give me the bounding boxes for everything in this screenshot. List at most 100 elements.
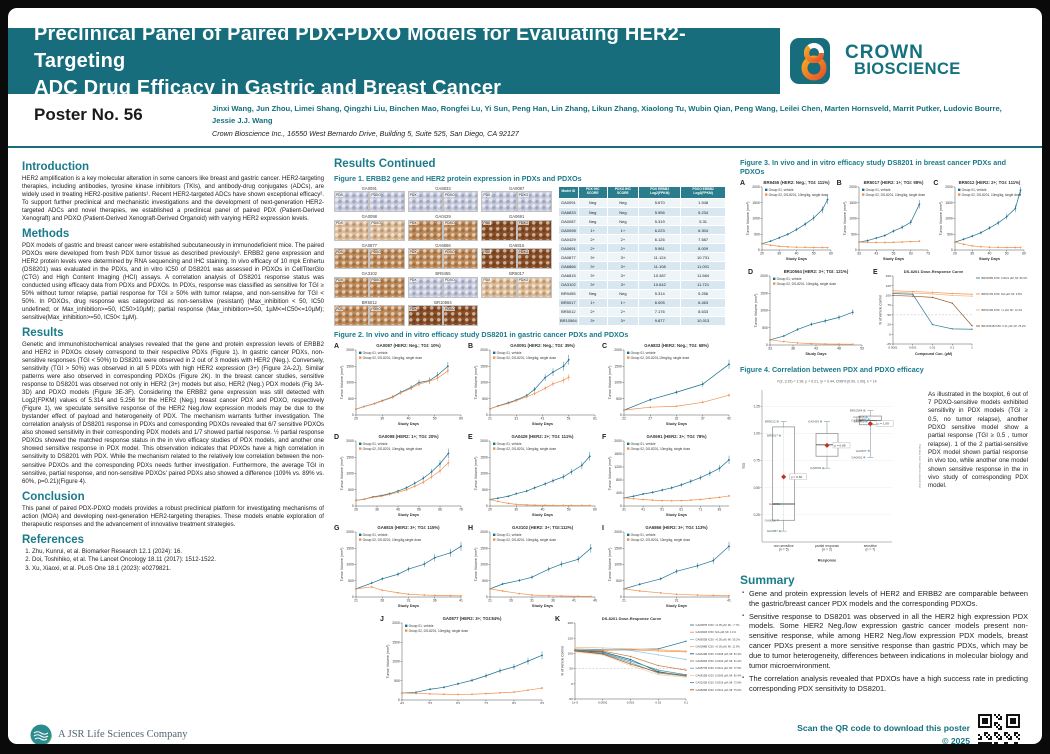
svg-text:61: 61 (593, 417, 597, 421)
table-cell: GA6833 (558, 206, 579, 218)
svg-text:GA6815B IC50: 0.0006 µM; MI: 8: GA6815B IC50: 0.0006 µM; MI: 82.4% (696, 673, 743, 677)
table-cell: 3+ (606, 279, 640, 290)
table-cell: 2+ (577, 243, 608, 254)
ihc-image-pair: PDX PDXO (407, 219, 479, 241)
table-cell: 6.126 (638, 234, 682, 245)
ihc-model-BR5012: BR5012 PDX PDXO (334, 300, 405, 327)
svg-text:2000: 2000 (849, 185, 857, 189)
svg-text:40: 40 (407, 417, 411, 421)
svg-text:Tumor Volume (mm³): Tumor Volume (mm³) (474, 366, 478, 400)
svg-text:Group 02, DS-8201, 10mg/kg, si: Group 02, DS-8201, 10mg/kg, single dose (409, 629, 469, 633)
svg-text:Study Days: Study Days (883, 256, 904, 261)
figure2-chart-g: G 0 500 1000 1500 2000 21 26 31 36 41 GA6815 (HER2:… (334, 524, 464, 613)
table-cell: Neg (606, 216, 640, 227)
svg-text:(n = 7): (n = 7) (865, 547, 875, 551)
svg-text:μ = 0.89: μ = 0.89 (834, 443, 846, 447)
ihc-image-pair: PDX PDXO (407, 191, 479, 213)
panel-letter: C (933, 179, 939, 187)
table-cell: BR9455 (558, 288, 579, 299)
ihc-image-pdxo: PDXO (369, 248, 405, 270)
svg-text:500: 500 (394, 679, 400, 683)
svg-text:500: 500 (947, 232, 953, 236)
table-cell: 3+ (606, 270, 640, 281)
svg-text:Group 02, DS-8201, 10mg/kg, si: Group 02, DS-8201, 10mg/kg, single dose (777, 281, 837, 285)
svg-text:Group 01, vehicle: Group 01, vehicle (962, 188, 987, 192)
growth-chart: 0 500 1000 1500 2000 22 27 32 37 42 GA6833 (HER2: … (607, 342, 732, 431)
table-header: PDX IHC SCORE (577, 185, 608, 199)
ihc-model-GA6833: GA6833 PDX PDXO (407, 185, 479, 213)
table-header: PDX ERBB2 Log2(FPKM) (638, 185, 682, 199)
copyright: © 2025 (942, 735, 970, 744)
svg-text:0.01: 0.01 (655, 700, 661, 703)
ihc-model-GA0087: GA0087 PDX PDXO (481, 186, 552, 213)
table-cell: 1+ (606, 225, 640, 236)
svg-text:BR5012: BR5012 (765, 419, 776, 423)
svg-text:BR5017 (HER2: 1+; TGI: 98%): BR5017 (HER2: 1+; TGI: 98%) (863, 179, 923, 184)
table-cell: 11.108 (638, 261, 682, 272)
svg-text:500: 500 (616, 579, 622, 583)
table-row: GA0691 2+ 2+ 5.961 8.009 (558, 243, 726, 254)
svg-text:25: 25 (887, 322, 891, 326)
table-cell: 5.256 (680, 288, 726, 299)
figure2-chart-c: C 0 500 1000 1500 2000 22 27 32 37 42 GA6833 (HER2:… (602, 342, 732, 431)
svg-text:1000: 1000 (480, 472, 488, 476)
table-cell: 5.234 (680, 206, 726, 218)
dose-response-chart: -25 0 25 50 75 100 125 150 0.0001 0.001 0.01 0.1 1 DS… (878, 268, 1036, 361)
svg-text:BR9455B IC50: 0.0021 µM; MI: 8: BR9455B IC50: 0.0021 µM; MI: 86.9% (982, 276, 1028, 280)
svg-text:60: 60 (1022, 251, 1026, 255)
ihc-model-GA3102: GA3102 PDX PDXO (334, 271, 405, 298)
svg-text:-25: -25 (886, 342, 891, 346)
table-cell: BR5017 (558, 297, 579, 308)
summary-list: Gene and protein expression levels of HE… (742, 589, 1028, 695)
ihc-image-pair: PDX PDXO (481, 191, 552, 213)
table-cell: 5.314 (638, 288, 682, 299)
svg-text:(n = 2): (n = 2) (822, 547, 832, 551)
svg-text:Group 02, DS-8201, 10mg/kg, si: Group 02, DS-8201, 10mg/kg, single dose (497, 447, 557, 451)
svg-text:Compound Con. (µM): Compound Con. (µM) (915, 352, 953, 356)
table-cell: 10.387 (638, 270, 682, 281)
svg-text:-50: -50 (568, 697, 573, 701)
table-cell: 5.319 (638, 216, 682, 227)
svg-text:GA6833 (HER2: Neg.; TGI: 68%): GA6833 (HER2: Neg.; TGI: 68%) (644, 343, 709, 348)
svg-text:BR10564B IC50: 0.31 µM; MI: 78: BR10564B IC50: 0.31 µM; MI: 78.2% (982, 324, 1027, 328)
svg-text:41: 41 (641, 508, 645, 512)
svg-text:GA0691B IC50: 0.0032 µM; MI: 6: GA0691B IC50: 0.0032 µM; MI: 61.4% (696, 659, 743, 663)
svg-text:50: 50 (887, 312, 891, 316)
ihc-model-label: GA0098 (361, 214, 378, 220)
svg-text:2000: 2000 (760, 274, 768, 278)
svg-text:1500: 1500 (480, 364, 488, 368)
ihc-image-pdx: PDX (407, 276, 443, 298)
qr-caption-line1: Scan the QR code to download this poster (797, 722, 970, 733)
ihc-model-label: GA6833 (435, 185, 451, 191)
svg-text:71: 71 (698, 508, 702, 512)
svg-text:500: 500 (616, 397, 622, 401)
ihc-image-pdx: PDX (334, 305, 370, 327)
svg-text:Group 02, DS-8201,10mg/kg, sin: Group 02, DS-8201,10mg/kg, single dose (631, 356, 690, 360)
ihc-image-pair: PDX PDXO (481, 276, 552, 298)
table-cell: 5.31 (680, 216, 726, 227)
svg-text:41: 41 (459, 599, 463, 603)
svg-text:93: 93 (540, 702, 544, 704)
svg-text:60: 60 (593, 508, 597, 512)
svg-text:75: 75 (887, 303, 891, 307)
ihc-image-pdxo: PDXO (442, 248, 479, 270)
table-cell: GA0429 (558, 234, 579, 245)
svg-text:30: 30 (380, 417, 384, 421)
svg-text:1000: 1000 (614, 563, 622, 567)
panel-letter: E (873, 268, 878, 276)
svg-text:Tumor Volume (mm³): Tumor Volume (mm³) (842, 201, 846, 235)
svg-text:Tumor Volume (mm³): Tumor Volume (mm³) (608, 548, 612, 582)
list-item: Gene and protein expression levels of HE… (742, 589, 1028, 609)
svg-text:2000: 2000 (614, 439, 622, 443)
svg-text:0.001: 0.001 (909, 345, 917, 349)
svg-text:Study Days: Study Days (666, 421, 687, 426)
svg-text:26: 26 (354, 508, 358, 512)
table-cell: GA0691 (558, 243, 579, 254)
main-content: Introduction HER2 amplification is a key… (8, 148, 1042, 704)
ihc-image-pdxo: PDXO (369, 305, 405, 327)
panel-letter: D (748, 268, 754, 276)
svg-text:GA0877B IC50: 0.0011 µM; MI: 7: GA0877B IC50: 0.0011 µM; MI: 77.5% (696, 666, 742, 670)
svg-text:31: 31 (407, 599, 411, 603)
svg-text:21: 21 (622, 599, 626, 603)
svg-text:Study Days: Study Days (398, 603, 419, 608)
